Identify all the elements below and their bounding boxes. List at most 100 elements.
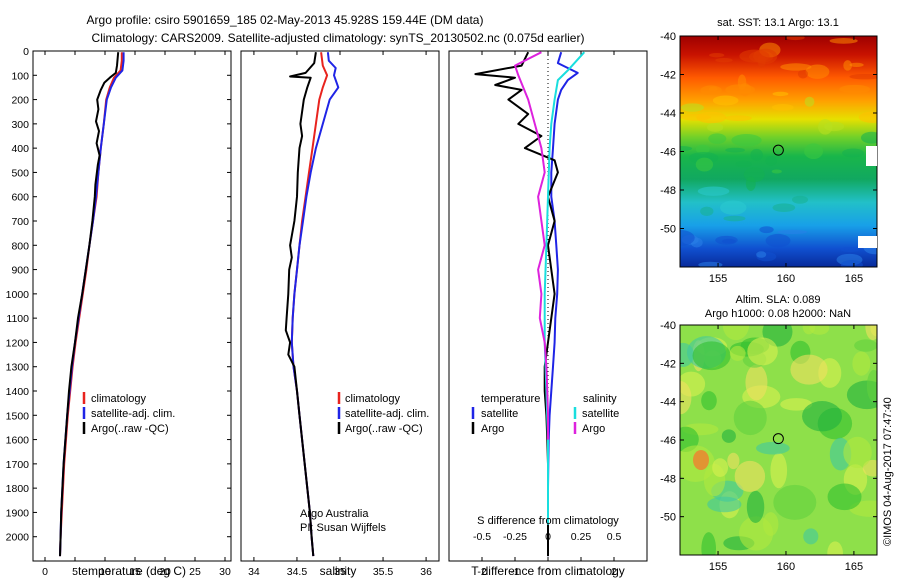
- sst-blob: [772, 91, 789, 97]
- sst-blob: [712, 95, 739, 106]
- sla-blob: [680, 381, 692, 415]
- series-line-climatology: [59, 52, 123, 557]
- salinity-legend: climatology satellite-adj. clim. Argo(..…: [300, 392, 429, 534]
- map-y-tick-label: -44: [660, 108, 676, 120]
- map-x-tick-label: 155: [709, 273, 727, 285]
- sst-texture: [680, 36, 877, 267]
- sst-blob: [843, 60, 853, 71]
- map-y-tick-label: -40: [660, 31, 676, 43]
- sst-blob: [723, 215, 746, 222]
- sla-blob: [701, 391, 717, 411]
- x-tick-label: 5: [72, 566, 78, 578]
- sst-blob: [707, 122, 724, 132]
- sst-blob: [743, 167, 765, 183]
- x-tick-label: 10: [99, 566, 111, 578]
- sla-map-title-line1: Altim. SLA: 0.089: [736, 294, 821, 306]
- sla-blob: [733, 400, 767, 436]
- sst-blob: [725, 147, 745, 153]
- sla-map-title-line2: Argo h1000: 0.08 h2000: NaN: [705, 308, 851, 320]
- legend-label-temperature: temperature: [481, 393, 540, 405]
- sla-blob: [802, 325, 816, 335]
- temperature-panel-frame: [32, 50, 232, 562]
- sla-blob: [827, 483, 862, 511]
- coastline-island: [866, 146, 877, 166]
- sst-blob: [780, 63, 812, 71]
- legend-label-argo: Argo(..raw -QC): [91, 423, 169, 435]
- y-tick-label: 1600: [6, 435, 30, 447]
- map-y-tick-label: -50: [660, 224, 676, 236]
- temperature-legend: climatology satellite-adj. clim. Argo(..…: [82, 392, 175, 435]
- sst-map: sat. SST: 13.1 Argo: 13.1 155 160 165 -40 -4…: [660, 17, 878, 285]
- sst-map-axes: 155 160 165 -40 -42 -44 -46 -48 -50: [660, 31, 877, 285]
- sla-map-axes: 155 160 165 -40 -42 -44 -46 -48 -50: [660, 320, 877, 573]
- y-tick-label: 500: [11, 167, 29, 179]
- sst-blob: [771, 104, 794, 111]
- series-line-satellite: [59, 52, 125, 557]
- map-x-tick-label: 160: [777, 273, 795, 285]
- argo-position-marker: [772, 433, 784, 445]
- sst-blob: [772, 203, 796, 212]
- salinity-panel-frame: [240, 50, 440, 562]
- salinity-xlabel: salinity: [320, 564, 357, 578]
- series-line-sat_s: [543, 51, 586, 525]
- y-tick-label: 400: [11, 143, 29, 155]
- y-tick-label: 1000: [6, 289, 30, 301]
- temperature-xlabel: temperature (deg C): [78, 564, 186, 578]
- sst-blob: [725, 84, 756, 96]
- sst-blob: [720, 200, 747, 215]
- sst-blob: [680, 103, 704, 112]
- y-tick-label: 1400: [6, 386, 30, 398]
- series-line-argo: [59, 52, 120, 557]
- difference-panel: -2 -1 0 1 2-0.5 -0.25 0 0.25 0.5: [473, 51, 621, 578]
- y-tick-label: 200: [11, 95, 29, 107]
- y-tick-label: 700: [11, 216, 29, 228]
- legend-label-climatology: climatology: [345, 393, 401, 405]
- x-tick-label: 34.5: [287, 566, 308, 578]
- sla-blob: [803, 528, 819, 545]
- sst-blob: [750, 148, 763, 161]
- sla-blob: [852, 351, 871, 376]
- map-y-tick-label: -42: [660, 358, 676, 370]
- sst-blob: [695, 157, 714, 172]
- sst-blob: [698, 261, 723, 267]
- map-y-tick-label: -48: [660, 473, 676, 485]
- sla-blob: [701, 532, 717, 555]
- map-y-tick-label: -44: [660, 397, 676, 409]
- y-tick-label: 1900: [6, 507, 30, 519]
- sla-map: Altim. SLA: 0.089 Argo h1000: 0.08 h2000…: [660, 294, 878, 573]
- legend-label-t-argo: Argo: [481, 423, 504, 435]
- series-line-argo_s: [514, 51, 549, 440]
- x-tick-label: 0: [545, 566, 551, 578]
- sst-blob: [680, 145, 693, 152]
- x-tick-label: 35: [334, 566, 346, 578]
- salinity-annotation-line2: PI: Susan Wijffels: [300, 522, 386, 534]
- sla-blob: [854, 339, 877, 352]
- credit-text: ©IMOS 04-Aug-2017 07:47:40: [882, 397, 894, 546]
- y-tick-label: 1700: [6, 459, 30, 471]
- salinity-annotation-line1: Argo Australia: [300, 508, 369, 520]
- sst-blob: [839, 84, 871, 94]
- map-y-tick-label: -46: [660, 435, 676, 447]
- figure-title-line2: Climatology: CARS2009. Satellite-adjuste…: [92, 31, 585, 45]
- x-tick-label: 15: [129, 566, 141, 578]
- x-tick-label: 36: [420, 566, 432, 578]
- x-tick-label: 20: [159, 566, 171, 578]
- sst-blob: [797, 69, 808, 79]
- sla-blob: [843, 436, 872, 469]
- sla-blob: [866, 369, 877, 402]
- sla-blob: [827, 541, 843, 555]
- sst-blob: [696, 111, 727, 124]
- sla-blob: [692, 341, 731, 371]
- sst-blob: [680, 229, 695, 246]
- sst-blob: [753, 48, 778, 65]
- sla-blob: [729, 345, 746, 361]
- legend-label-satellite: satellite-adj. clim.: [345, 408, 429, 420]
- sst-blob: [735, 160, 753, 168]
- sst-blob: [697, 186, 730, 196]
- sst-blob: [756, 251, 767, 258]
- y-tick-label: 1300: [6, 362, 30, 374]
- y-tick-label: 1200: [6, 337, 30, 349]
- map-x-tick-label: 155: [709, 561, 727, 573]
- y-tick-label: 600: [11, 192, 29, 204]
- legend-label-t-satellite: satellite: [481, 408, 518, 420]
